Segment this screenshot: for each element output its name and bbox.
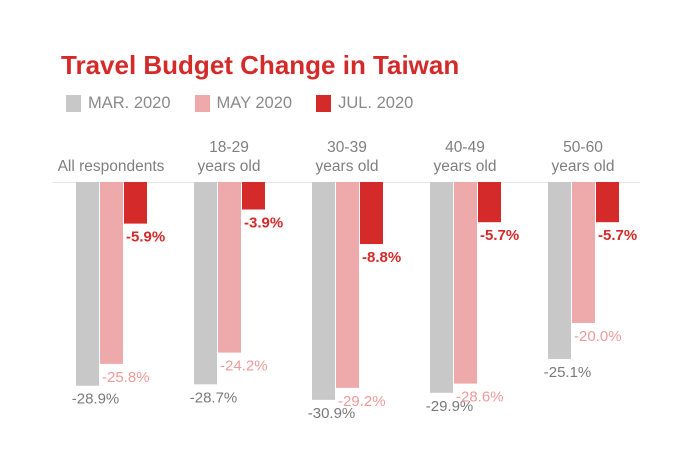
bar: [124, 182, 147, 224]
bar: [548, 182, 571, 359]
legend-swatch-may-2020: [194, 95, 210, 112]
category-label: 50-60 years old: [552, 139, 615, 175]
bar: [76, 182, 99, 386]
data-label: -25.1%: [544, 364, 592, 381]
data-label: -29.2%: [338, 393, 386, 410]
legend-label-jul-2020: JUL. 2020: [338, 94, 414, 112]
category-label-line: 50-60: [563, 139, 603, 156]
legend-label-mar-2020: MAR. 2020: [88, 94, 171, 112]
chart-title: Travel Budget Change in Taiwan: [61, 50, 460, 80]
legend-item-jul-2020: JUL. 2020: [316, 94, 413, 113]
bar: [596, 182, 619, 223]
data-label: -25.8%: [102, 369, 150, 386]
category-label-line: 40-49: [445, 139, 485, 156]
data-label: -28.9%: [72, 391, 120, 408]
category-label-line: years old: [198, 158, 261, 175]
data-label: -28.7%: [190, 389, 238, 406]
bar: [360, 182, 383, 245]
bar: [100, 182, 123, 364]
category-label-line: 18-29: [209, 139, 249, 156]
category-label: 30-39 years old: [316, 139, 379, 175]
bar: [242, 182, 265, 210]
category-label-line: years old: [552, 158, 615, 175]
data-label: -5.7%: [598, 227, 637, 244]
data-label: -29.9%: [426, 398, 474, 415]
bar: [478, 182, 501, 223]
category-label-line: All respondents: [58, 158, 165, 175]
legend-label-may-2020: MAY 2020: [216, 94, 293, 112]
data-label: -5.9%: [126, 229, 165, 246]
bar: [336, 182, 359, 388]
bar: [572, 182, 595, 323]
legend-item-mar-2020: MAR. 2020: [66, 94, 171, 113]
category-label-line: 30-39: [327, 139, 367, 156]
data-label: -24.2%: [220, 358, 268, 375]
category-label-line: years old: [316, 158, 379, 175]
bar: [430, 182, 453, 393]
data-label: -8.8%: [362, 249, 401, 266]
data-label: -30.9%: [308, 405, 356, 422]
category-label: 40-49 years old: [434, 139, 497, 175]
legend: MAR. 2020 MAY 2020 JUL. 2020: [66, 94, 437, 113]
category-label: 18-29 years old: [198, 139, 261, 175]
legend-swatch-jul-2020: [316, 95, 332, 112]
data-label: -20.0%: [574, 328, 622, 345]
legend-item-may-2020: MAY 2020: [194, 94, 293, 113]
bar: [454, 182, 477, 384]
category-label: All respondents: [58, 158, 165, 175]
legend-swatch-mar-2020: [66, 95, 81, 112]
data-label: -3.9%: [244, 214, 283, 231]
category-label-line: years old: [434, 158, 497, 175]
bar: [312, 182, 335, 400]
bar: [194, 182, 217, 385]
bar: [218, 182, 241, 353]
data-label: -5.7%: [480, 227, 519, 244]
data-label: -28.6%: [456, 389, 504, 406]
